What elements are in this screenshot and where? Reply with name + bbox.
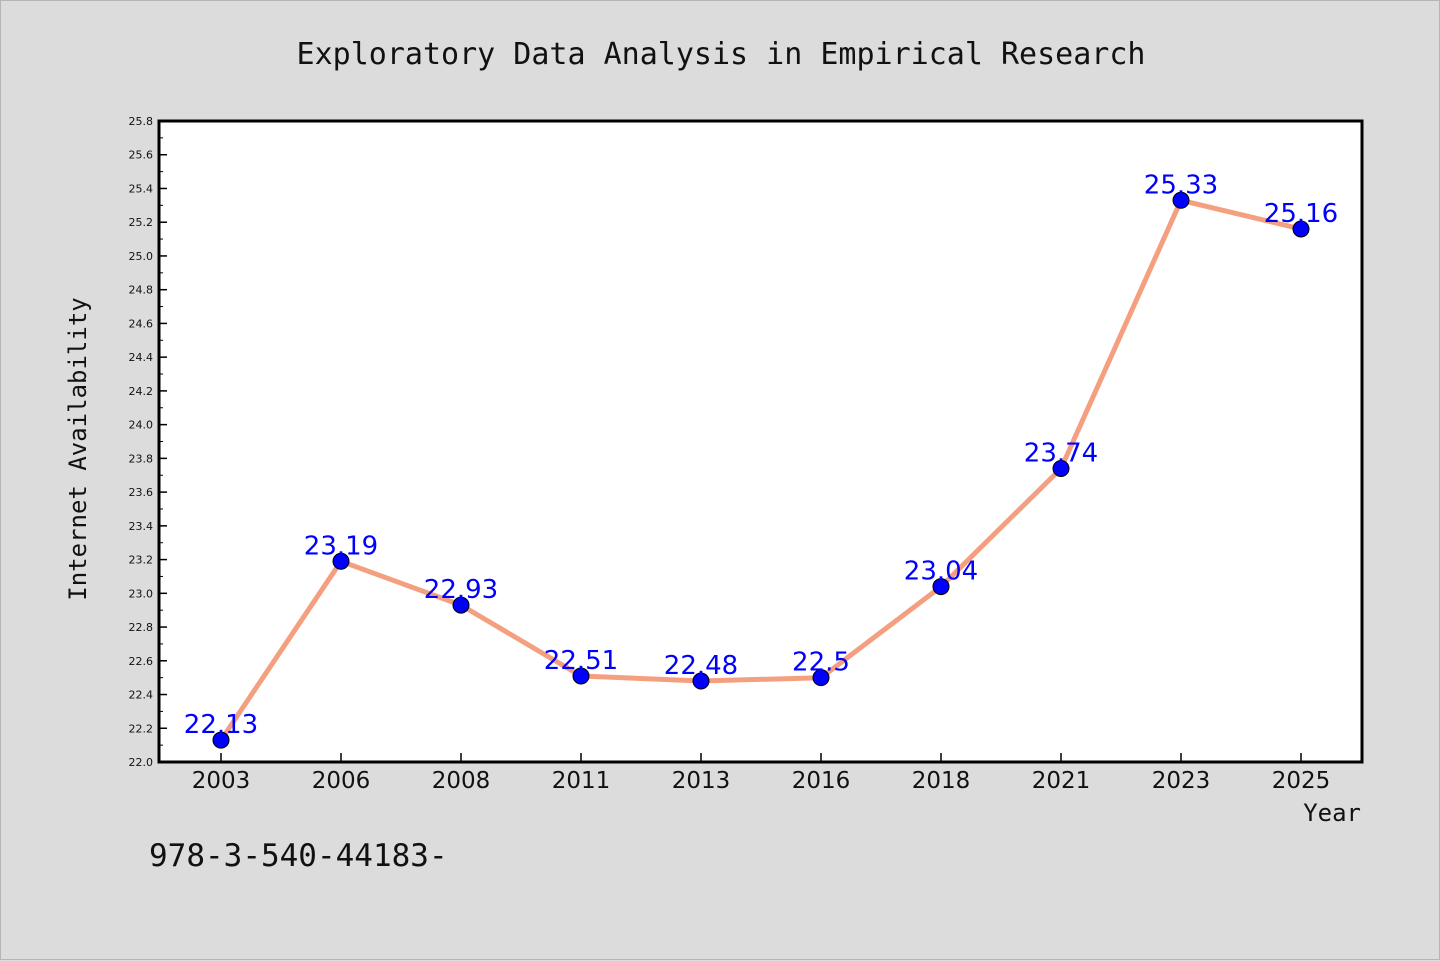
plot-frame <box>157 119 1364 764</box>
data-label-2021: 23.74 <box>1024 438 1098 468</box>
data-label-2011: 22.51 <box>544 646 618 676</box>
data-point-2016 <box>812 669 830 687</box>
y-tick-label: 24.0 <box>129 419 154 432</box>
y-tick-label: 22.4 <box>129 689 154 702</box>
y-axis: 22.0 22.2 22.4 22.6 22.8 23.0 23.2 23.4 23.6 23.8… <box>129 115 167 769</box>
y-tick-label: 23.0 <box>129 587 154 600</box>
y-tick-label: 25.2 <box>129 216 154 229</box>
y-axis-title: Internet Availability <box>64 297 92 600</box>
data-point-2023 <box>1172 191 1190 209</box>
x-tick-label: 2006 <box>312 768 371 794</box>
data-label-2025: 25.16 <box>1264 199 1338 229</box>
data-labels: 22.13 23.19 22.93 22.51 22.48 22.5 23.04 23.74 2… <box>184 170 1338 740</box>
data-point-2021 <box>1052 459 1070 477</box>
x-axis-title: Year <box>1303 799 1361 827</box>
x-tick-label: 2008 <box>432 768 491 794</box>
chart-title: Exploratory Data Analysis in Empirical R… <box>297 37 1146 72</box>
x-tick-label: 2013 <box>672 768 731 794</box>
x-tick-label: 2003 <box>192 768 251 794</box>
data-label-2016: 22.5 <box>792 648 850 678</box>
y-tick-label: 22.6 <box>129 655 154 668</box>
y-tick-label: 23.2 <box>129 554 154 567</box>
y-tick-label: 23.8 <box>129 452 154 465</box>
y-tick-label: 24.6 <box>129 317 154 330</box>
y-tick-label: 25.4 <box>129 182 154 195</box>
data-points <box>212 191 1310 749</box>
data-label-2018: 23.04 <box>904 557 978 587</box>
data-point-2003 <box>212 731 230 749</box>
x-tick-label: 2025 <box>1272 768 1331 794</box>
data-point-2018 <box>932 578 950 596</box>
y-tick-label: 23.4 <box>129 520 154 533</box>
y-tick-label: 24.2 <box>129 385 154 398</box>
data-point-2011 <box>572 667 590 685</box>
x-axis: 2003 2006 2008 2011 2013 2016 2018 2021 2023 2025 <box>192 753 1331 794</box>
series-line <box>218 197 1304 743</box>
data-label-2008: 22.93 <box>424 575 498 605</box>
data-label-2013: 22.48 <box>664 651 738 681</box>
x-tick-label: 2011 <box>552 768 611 794</box>
y-tick-label: 23.6 <box>129 486 154 499</box>
plot-area <box>159 121 1362 762</box>
x-tick-label: 2021 <box>1032 768 1091 794</box>
data-point-2008 <box>452 596 470 614</box>
y-tick-label: 24.4 <box>129 351 154 364</box>
footer-text: 978-3-540-44183- <box>149 838 448 874</box>
data-point-2013 <box>692 672 710 690</box>
data-label-2023: 25.33 <box>1144 170 1218 200</box>
y-tick-label: 22.2 <box>129 722 154 735</box>
data-point-2006 <box>332 552 350 570</box>
x-tick-label: 2016 <box>792 768 851 794</box>
y-tick-label: 25.6 <box>129 149 154 162</box>
y-tick-label: 22.0 <box>129 756 154 769</box>
data-point-2025 <box>1292 220 1310 238</box>
x-tick-label: 2018 <box>912 768 971 794</box>
data-label-2003: 22.13 <box>184 710 258 740</box>
y-tick-label: 22.8 <box>129 621 154 634</box>
data-label-2006: 23.19 <box>304 531 378 561</box>
y-tick-label: 25.8 <box>129 115 154 128</box>
y-tick-label: 24.8 <box>129 284 154 297</box>
x-tick-label: 2023 <box>1152 768 1211 794</box>
y-tick-label: 25.0 <box>129 250 154 263</box>
